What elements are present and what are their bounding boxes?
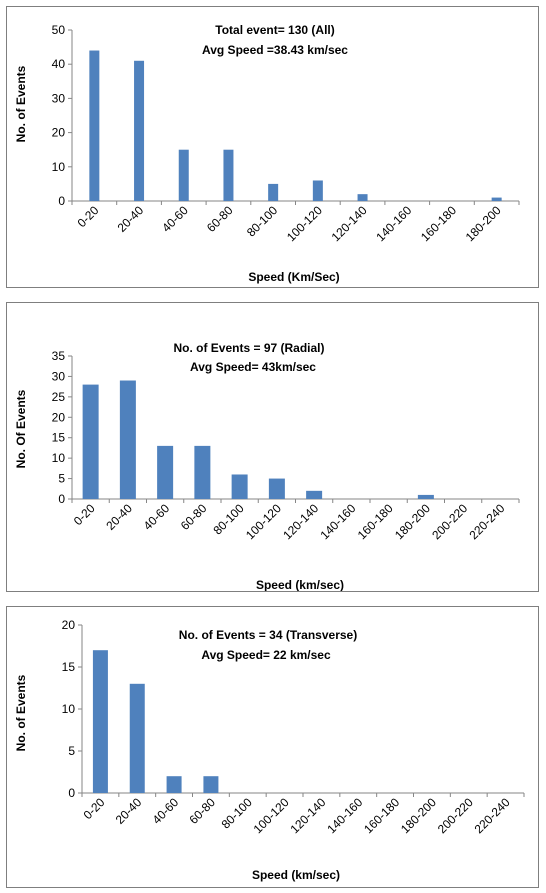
bar-20-40	[129, 683, 145, 793]
y-tick-label: 20	[52, 410, 66, 424]
annotation-line-2: Avg Speed =38.43 km/sec	[202, 43, 348, 57]
annotation-line-1: Total event= 130 (All)	[215, 23, 334, 37]
x-tick-label: 200-220	[435, 795, 476, 836]
chart-panel-transverse: No. of Events = 34 (Transverse) Avg Spee…	[6, 606, 539, 888]
y-tick-label: 15	[52, 431, 66, 445]
y-tick-label: 5	[68, 744, 75, 758]
x-tick-label: 220-240	[472, 795, 513, 836]
annotation-line-2: Avg Speed= 43km/sec	[190, 360, 316, 374]
bar-40-60	[157, 445, 174, 499]
y-tick-label: 30	[52, 91, 66, 105]
bar-60-80	[203, 776, 219, 793]
bar-0-20	[89, 50, 100, 201]
x-tick-label: 140-160	[317, 501, 358, 542]
bar-0-20	[92, 650, 108, 793]
x-tick-label: 40-60	[159, 203, 191, 235]
x-axis-title: Speed (km/sec)	[256, 578, 344, 591]
chart-panel-radial: No. of Events = 97 (Radial) Avg Speed= 4…	[6, 302, 539, 592]
x-tick-label: 60-80	[204, 203, 236, 235]
x-tick-label: 100-120	[284, 203, 325, 244]
annotation-line-1: No. of Events = 34 (Transverse)	[179, 628, 357, 642]
bar-20-40	[119, 380, 136, 499]
bar-180-200	[491, 197, 502, 201]
y-tick-label: 0	[68, 786, 75, 800]
x-tick-label: 180-200	[398, 795, 439, 836]
x-tick-label: 180-200	[392, 501, 433, 542]
bar-60-80	[194, 445, 211, 499]
x-tick-label: 40-60	[141, 501, 173, 533]
x-tick-label: 180-200	[463, 203, 504, 244]
x-tick-label: 40-60	[150, 795, 182, 827]
x-tick-label: 140-160	[324, 795, 365, 836]
y-tick-label: 50	[52, 23, 66, 37]
x-tick-label: 220-240	[466, 501, 507, 542]
x-tick-label: 100-120	[251, 795, 292, 836]
annotation-line-2: Avg Speed= 22 km/sec	[201, 648, 331, 662]
y-axis-title: No. of Events	[14, 65, 28, 142]
bar-40-60	[166, 776, 182, 793]
y-axis-title: No. of Events	[14, 674, 28, 751]
x-tick-label: 60-80	[186, 795, 218, 827]
y-tick-label: 0	[58, 194, 65, 208]
bar-100-120	[312, 180, 323, 201]
chart-all-svg: Total event= 130 (All) Avg Speed =38.43 …	[14, 23, 520, 284]
x-tick-label: 120-140	[329, 203, 370, 244]
chart-panel-all: Total event= 130 (All) Avg Speed =38.43 …	[6, 6, 539, 288]
bar-120-140	[357, 194, 368, 201]
x-tick-label: 60-80	[178, 501, 210, 533]
y-tick-label: 40	[52, 57, 66, 71]
y-tick-label: 20	[52, 126, 66, 140]
y-tick-label: 20	[62, 618, 76, 632]
y-tick-label: 10	[52, 160, 66, 174]
x-tick-label: 120-140	[280, 501, 321, 542]
chart-radial-svg: No. of Events = 97 (Radial) Avg Speed= 4…	[14, 341, 520, 591]
bar-120-140	[306, 490, 323, 499]
x-tick-label: 80-100	[244, 203, 281, 240]
x-tick-label: 20-40	[103, 501, 135, 533]
bar-20-40	[134, 60, 145, 201]
y-tick-label: 35	[52, 349, 66, 363]
y-tick-label: 25	[52, 390, 66, 404]
x-tick-label: 0-20	[81, 795, 108, 822]
annotation-line-1: No. of Events = 97 (Radial)	[173, 341, 324, 355]
y-tick-label: 5	[58, 472, 65, 486]
bar-0-20	[82, 384, 99, 499]
y-tick-label: 10	[62, 702, 76, 716]
bar-40-60	[178, 149, 189, 201]
x-tick-label: 200-220	[429, 501, 470, 542]
y-tick-label: 30	[52, 369, 66, 383]
x-tick-label: 160-180	[355, 501, 396, 542]
x-tick-label: 20-40	[115, 203, 147, 235]
bar-100-120	[268, 478, 285, 499]
bar-180-200	[417, 494, 434, 499]
x-tick-label: 100-120	[243, 501, 284, 542]
bar-60-80	[223, 149, 234, 201]
x-tick-label: 80-100	[210, 501, 247, 538]
chart-transverse-svg: No. of Events = 34 (Transverse) Avg Spee…	[14, 618, 525, 882]
x-tick-label: 120-140	[287, 795, 328, 836]
x-tick-label: 0-20	[71, 501, 98, 528]
x-tick-label: 20-40	[113, 795, 145, 827]
y-tick-label: 0	[58, 492, 65, 506]
x-tick-label: 160-180	[418, 203, 459, 244]
x-tick-label: 160-180	[361, 795, 402, 836]
x-tick-label: 0-20	[75, 203, 102, 230]
x-tick-label: 140-160	[373, 203, 414, 244]
bar-80-100	[268, 183, 279, 201]
x-axis-title: Speed (Km/Sec)	[248, 270, 339, 284]
y-tick-label: 10	[52, 451, 66, 465]
bar-80-100	[231, 474, 248, 499]
y-tick-label: 15	[62, 660, 76, 674]
y-axis-title: No. Of Events	[14, 389, 28, 468]
x-axis-title: Speed (km/sec)	[252, 868, 340, 882]
